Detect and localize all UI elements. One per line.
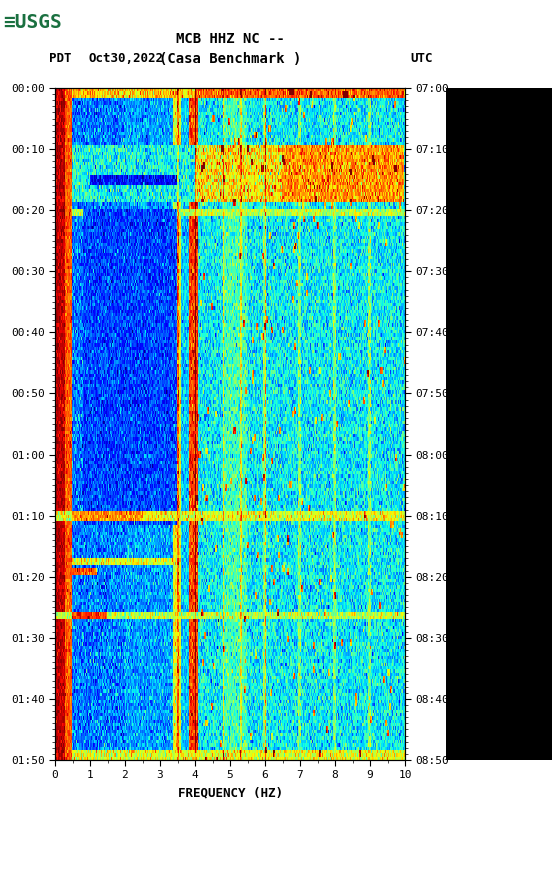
Text: PDT: PDT (50, 52, 72, 65)
Text: MCB HHZ NC --: MCB HHZ NC -- (176, 32, 284, 46)
Text: Oct30,2022: Oct30,2022 (88, 52, 163, 65)
Text: UTC: UTC (411, 52, 433, 65)
Text: ≡USGS: ≡USGS (3, 13, 61, 32)
Text: (Casa Benchmark ): (Casa Benchmark ) (159, 52, 301, 66)
X-axis label: FREQUENCY (HZ): FREQUENCY (HZ) (178, 786, 283, 799)
